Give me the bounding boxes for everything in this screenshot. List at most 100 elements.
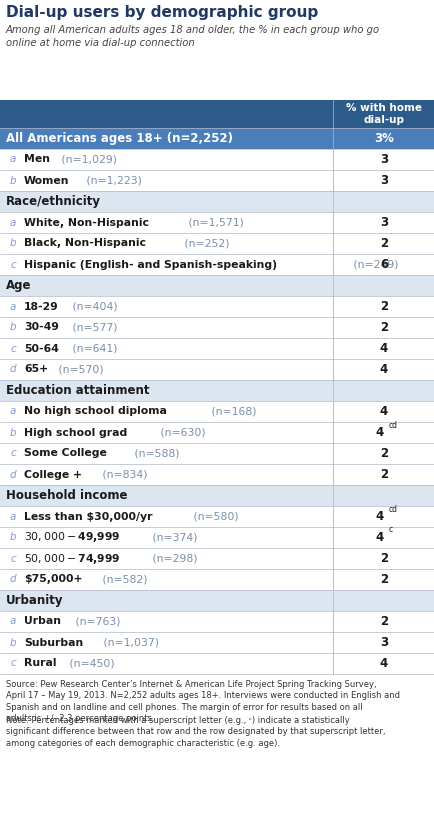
Text: c: c (388, 526, 392, 535)
Bar (0, 485, 434, 506)
Bar (0, 527, 434, 548)
Text: 3: 3 (379, 153, 387, 166)
Text: (n=834): (n=834) (99, 470, 147, 479)
Text: b: b (10, 322, 16, 332)
Text: $50,000-$74,999: $50,000-$74,999 (24, 552, 120, 566)
Bar (0, 317, 434, 338)
Text: c: c (10, 344, 16, 353)
Text: 3: 3 (379, 174, 387, 187)
Text: 3: 3 (379, 636, 387, 649)
Text: a: a (10, 217, 16, 227)
Bar (0, 611, 434, 632)
Text: 3%: 3% (373, 132, 393, 145)
Text: cd: cd (388, 505, 397, 514)
Text: a: a (10, 406, 16, 417)
Text: (n=763): (n=763) (72, 616, 120, 627)
Text: 4: 4 (379, 363, 387, 376)
Text: (n=570): (n=570) (55, 365, 104, 374)
Text: (n=1,029): (n=1,029) (57, 155, 116, 164)
Text: Household income: Household income (6, 489, 127, 502)
Text: % with home
dial-up: % with home dial-up (345, 103, 421, 125)
Text: Among all American adults ages 18 and older, the % in each group who go
online a: Among all American adults ages 18 and ol… (6, 25, 379, 48)
Text: College +: College + (24, 470, 82, 479)
Bar (0, 100, 434, 128)
Bar (0, 149, 434, 170)
Text: (n=252): (n=252) (181, 239, 230, 248)
Text: Age: Age (6, 279, 31, 292)
Text: (n=1,571): (n=1,571) (185, 217, 243, 227)
Text: (n=249): (n=249) (350, 260, 398, 269)
Text: a: a (10, 511, 16, 522)
Text: a: a (10, 155, 16, 164)
Text: Black, Non-Hispanic: Black, Non-Hispanic (24, 239, 146, 248)
Text: 2: 2 (379, 321, 387, 334)
Text: Urban: Urban (24, 616, 61, 627)
Text: (n=450): (n=450) (66, 659, 114, 668)
Text: (n=588): (n=588) (131, 449, 179, 458)
Text: Race/ethnicity: Race/ethnicity (6, 195, 101, 208)
Text: 2: 2 (379, 447, 387, 460)
Text: 4: 4 (375, 531, 383, 544)
Text: Urbanity: Urbanity (6, 594, 63, 607)
Text: b: b (10, 239, 16, 248)
Text: Rural: Rural (24, 659, 56, 668)
Bar (0, 191, 434, 212)
Text: Less than $30,000/yr: Less than $30,000/yr (24, 511, 152, 522)
Text: b: b (10, 176, 16, 186)
Text: (n=580): (n=580) (189, 511, 238, 522)
Text: c: c (10, 659, 16, 668)
Text: 2: 2 (379, 237, 387, 250)
Text: All Americans ages 18+ (n=2,252): All Americans ages 18+ (n=2,252) (6, 132, 233, 145)
Bar (0, 254, 434, 275)
Text: c: c (10, 554, 16, 563)
Text: 4: 4 (375, 510, 383, 523)
Text: Hispanic (English- and Spanish-speaking): Hispanic (English- and Spanish-speaking) (24, 260, 276, 269)
Bar (0, 653, 434, 674)
Bar (0, 338, 434, 359)
Text: 2: 2 (379, 552, 387, 565)
Bar (0, 359, 434, 380)
Text: $75,000+: $75,000+ (24, 575, 82, 584)
Text: b: b (10, 532, 16, 542)
Text: 4: 4 (379, 405, 387, 418)
Text: 30-49: 30-49 (24, 322, 59, 332)
Text: (n=168): (n=168) (208, 406, 256, 417)
Text: (n=1,037): (n=1,037) (100, 637, 159, 647)
Bar (0, 590, 434, 611)
Text: No high school diploma: No high school diploma (24, 406, 167, 417)
Bar (0, 422, 434, 443)
Text: Suburban: Suburban (24, 637, 83, 647)
Text: b: b (10, 427, 16, 437)
Text: Education attainment: Education attainment (6, 384, 149, 397)
Text: $30,000-$49,999: $30,000-$49,999 (24, 531, 120, 545)
Text: c: c (10, 449, 16, 458)
Text: (n=404): (n=404) (69, 301, 117, 312)
Text: Women: Women (24, 176, 69, 186)
Text: 4: 4 (379, 342, 387, 355)
Text: (n=582): (n=582) (99, 575, 148, 584)
Text: White, Non-Hispanic: White, Non-Hispanic (24, 217, 149, 227)
Text: Note: Percentages marked with a superscript letter (e.g., ᶜ) indicate a statisti: Note: Percentages marked with a superscr… (6, 716, 385, 748)
Text: High school grad: High school grad (24, 427, 127, 437)
Text: a: a (10, 301, 16, 312)
Text: 3: 3 (379, 216, 387, 229)
Text: d: d (10, 575, 16, 584)
Text: 65+: 65+ (24, 365, 48, 374)
Text: 4: 4 (375, 426, 383, 439)
Bar (0, 275, 434, 296)
Text: a: a (10, 616, 16, 627)
Text: Some College: Some College (24, 449, 107, 458)
Text: Source: Pew Research Center’s Internet & American Life Project Spring Tracking S: Source: Pew Research Center’s Internet &… (6, 680, 399, 724)
Text: c: c (10, 260, 16, 269)
Text: Dial-up users by demographic group: Dial-up users by demographic group (6, 5, 318, 20)
Text: 2: 2 (379, 615, 387, 628)
Text: 2: 2 (379, 573, 387, 586)
Bar (0, 170, 434, 191)
Text: cd: cd (388, 421, 397, 430)
Text: Men: Men (24, 155, 50, 164)
Bar (0, 401, 434, 422)
Text: 4: 4 (379, 657, 387, 670)
Bar (0, 296, 434, 317)
Bar (0, 506, 434, 527)
Bar (0, 464, 434, 485)
